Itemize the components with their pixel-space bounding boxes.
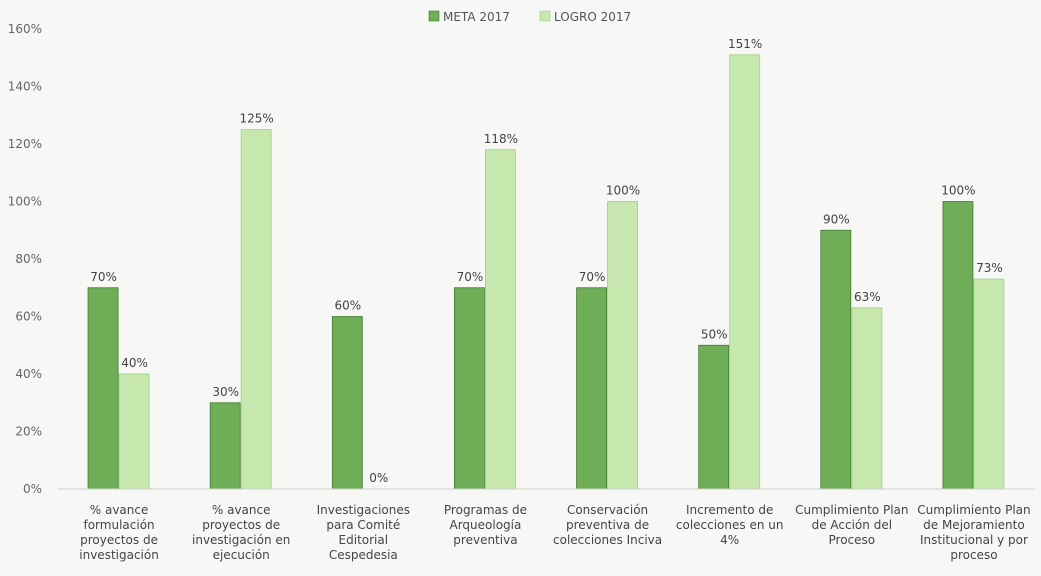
x-category-label: Conservación preventiva de colecciones Inc… bbox=[553, 503, 662, 547]
legend-label-meta: META 2017 bbox=[443, 10, 510, 24]
bar-meta-3 bbox=[331, 316, 363, 490]
x-category-label: Investigaciones para Comité Editorial Cespe… bbox=[317, 503, 410, 562]
bar-logro-7 bbox=[851, 307, 883, 490]
x-category-label: Cumplimiento Plan de Acción del Proceso bbox=[795, 503, 908, 547]
data-label-logro-4: 118% bbox=[484, 132, 518, 146]
legend: META 2017 LOGRO 2017 bbox=[428, 10, 631, 24]
x-axis: % avance formulación proyectos de investiga… bbox=[58, 488, 1035, 562]
y-tick-label: 160% bbox=[8, 22, 42, 36]
data-label-meta-8: 100% bbox=[941, 184, 975, 198]
data-label-meta-6: 50% bbox=[701, 327, 728, 341]
y-tick-label: 40% bbox=[15, 367, 42, 381]
data-label-meta-2: 30% bbox=[212, 385, 239, 399]
y-tick-label: 100% bbox=[8, 195, 42, 209]
bars: 70% 40% 30% 125% 60% 0% 70% 118% 70% 100% 50% 151% 9… bbox=[87, 37, 1005, 490]
x-category-label: Cumplimiento Plan de Mejoramiento Instituc… bbox=[917, 503, 1030, 562]
bar-logro-8 bbox=[973, 278, 1005, 490]
legend-label-logro: LOGRO 2017 bbox=[554, 10, 631, 24]
data-label-logro-2: 125% bbox=[240, 112, 274, 126]
bar-meta-1 bbox=[87, 287, 119, 490]
legend-swatch-meta bbox=[428, 10, 440, 22]
bar-meta-8 bbox=[942, 201, 974, 490]
x-category-label: Incremento de colecciones en un 4% bbox=[676, 503, 784, 547]
data-label-logro-5: 100% bbox=[606, 184, 640, 198]
bar-meta-7 bbox=[820, 229, 852, 490]
y-tick-label: 0% bbox=[23, 482, 42, 496]
y-tick-label: 140% bbox=[8, 80, 42, 94]
x-category-label: % avance proyectos de investigación en ejec… bbox=[192, 503, 290, 562]
data-label-meta-7: 90% bbox=[823, 212, 850, 226]
data-label-meta-1: 70% bbox=[90, 270, 117, 284]
data-label-logro-7: 63% bbox=[854, 290, 881, 304]
data-label-logro-3: 0% bbox=[369, 471, 388, 485]
legend-swatch-logro bbox=[539, 10, 551, 22]
data-label-meta-3: 60% bbox=[334, 299, 361, 313]
bar-logro-6 bbox=[729, 54, 761, 490]
bar-logro-2 bbox=[240, 129, 272, 490]
data-label-logro-8: 73% bbox=[976, 261, 1003, 275]
bar-logro-5 bbox=[607, 201, 638, 490]
bar-meta-6 bbox=[698, 344, 730, 490]
y-tick-label: 120% bbox=[8, 137, 42, 151]
y-axis: 0% 20% 40% 60% 80% 100% 120% 140% 160% bbox=[8, 22, 42, 496]
bar-meta-2 bbox=[209, 402, 241, 490]
data-label-logro-6: 151% bbox=[728, 37, 762, 51]
bar-meta-4 bbox=[454, 287, 485, 490]
y-tick-label: 20% bbox=[15, 425, 42, 439]
bar-logro-1 bbox=[118, 373, 150, 490]
y-tick-label: 60% bbox=[15, 310, 42, 324]
x-category-label: Programas de Arqueología preventiva bbox=[444, 503, 527, 547]
bar-meta-5 bbox=[576, 287, 607, 490]
bar-logro-4 bbox=[485, 149, 516, 490]
data-label-logro-1: 40% bbox=[121, 356, 148, 370]
y-tick-label: 80% bbox=[15, 252, 42, 266]
x-category-label: % avance formulación proyectos de investiga… bbox=[79, 503, 159, 562]
data-label-meta-5: 70% bbox=[579, 270, 606, 284]
data-label-meta-4: 70% bbox=[457, 270, 484, 284]
